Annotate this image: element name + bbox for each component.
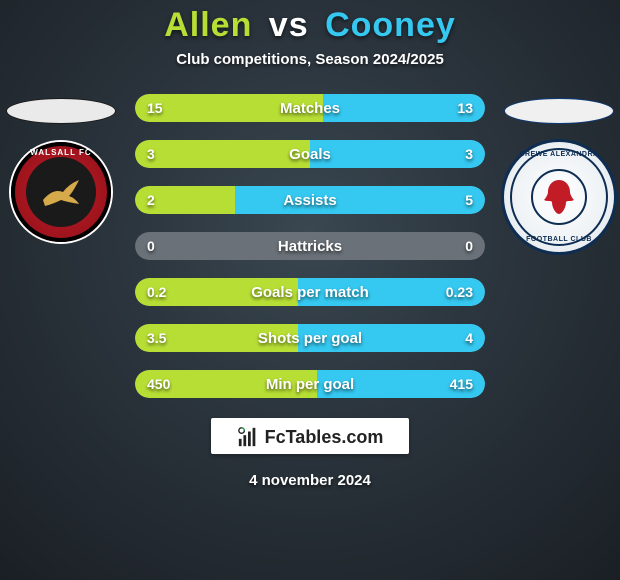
player2-name: Cooney xyxy=(325,6,456,44)
stat-label: Goals xyxy=(289,146,331,163)
stat-right-value: 3 xyxy=(465,146,473,162)
right-team-column: CREWE ALEXANDRA FOOTBALL CLUB xyxy=(499,94,619,252)
stat-label: Assists xyxy=(283,192,336,209)
stat-right-value: 13 xyxy=(457,100,473,116)
swift-bird-icon xyxy=(39,170,83,214)
stat-label: Shots per goal xyxy=(258,330,362,347)
stat-right-value: 0.23 xyxy=(446,284,473,300)
right-team-badge: CREWE ALEXANDRA FOOTBALL CLUB xyxy=(504,142,614,252)
vs-text: vs xyxy=(269,6,309,44)
stat-bars: 15 Matches 13 3 Goals 3 2 Assists 5 0 Hattricks 0 0.… xyxy=(135,94,485,398)
stat-row: 450 Min per goal 415 xyxy=(135,370,485,398)
left-team-column: WALSALL FC xyxy=(1,94,121,242)
fctables-logo-icon xyxy=(237,426,259,448)
right-badge-top-text: CREWE ALEXANDRA xyxy=(519,151,598,158)
stat-left-segment xyxy=(135,140,310,168)
stat-label: Hattricks xyxy=(278,238,342,255)
stat-right-segment xyxy=(235,186,485,214)
stat-right-value: 5 xyxy=(465,192,473,208)
stat-label: Matches xyxy=(280,100,340,117)
stat-right-value: 4 xyxy=(465,330,473,346)
stat-label: Min per goal xyxy=(266,376,354,393)
stat-right-value: 415 xyxy=(450,376,473,392)
player1-name: Allen xyxy=(164,6,252,44)
stat-left-value: 2 xyxy=(147,192,155,208)
left-nation-ellipse xyxy=(6,98,116,124)
left-team-badge: WALSALL FC xyxy=(11,142,111,242)
stat-left-value: 0 xyxy=(147,238,155,254)
stat-left-value: 3 xyxy=(147,146,155,162)
footer-date: 4 november 2024 xyxy=(249,472,371,489)
stat-row: 3 Goals 3 xyxy=(135,140,485,168)
right-badge-inner-ring xyxy=(531,169,587,225)
stat-row: 15 Matches 13 xyxy=(135,94,485,122)
right-badge-bottom-text: FOOTBALL CLUB xyxy=(526,236,592,243)
stat-row: 0 Hattricks 0 xyxy=(135,232,485,260)
comparison-title: Allen vs Cooney xyxy=(164,6,456,45)
stat-row: 2 Assists 5 xyxy=(135,186,485,214)
stat-right-value: 0 xyxy=(465,238,473,254)
stat-left-value: 3.5 xyxy=(147,330,166,346)
watermark-text: FcTables.com xyxy=(265,427,384,448)
stat-row: 3.5 Shots per goal 4 xyxy=(135,324,485,352)
left-badge-inner xyxy=(26,157,96,227)
stat-left-value: 0.2 xyxy=(147,284,166,300)
subtitle: Club competitions, Season 2024/2025 xyxy=(176,51,444,68)
stat-right-segment xyxy=(310,140,485,168)
comparison-body: WALSALL FC 15 Matches 13 3 Goals 3 2 Assists 5 0 H… xyxy=(0,94,620,398)
stat-left-value: 450 xyxy=(147,376,170,392)
right-nation-ellipse xyxy=(504,98,614,124)
stat-left-value: 15 xyxy=(147,100,163,116)
left-badge-label: WALSALL FC xyxy=(30,148,91,157)
watermark: FcTables.com xyxy=(211,418,410,454)
stat-row: 0.2 Goals per match 0.23 xyxy=(135,278,485,306)
stat-label: Goals per match xyxy=(251,284,369,301)
